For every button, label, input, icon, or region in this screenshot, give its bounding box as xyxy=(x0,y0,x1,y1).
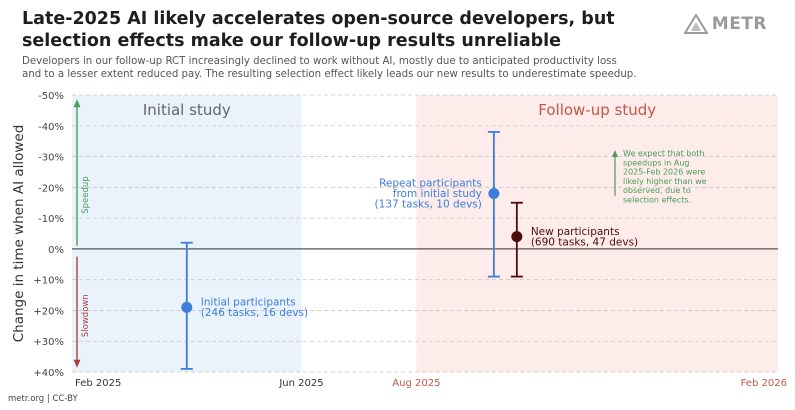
data-label: Initial participants xyxy=(201,297,296,309)
data-point xyxy=(511,231,523,243)
y-tick-label: -10% xyxy=(38,214,64,225)
y-tick-label: +20% xyxy=(33,306,64,317)
annotation-text: We expect that both xyxy=(623,149,704,158)
y-tick-label: +30% xyxy=(33,337,64,348)
metr-logo-text: METR xyxy=(711,14,767,34)
x-tick-label: Jun 2025 xyxy=(278,378,323,389)
annotation-text: likely higher than we xyxy=(623,177,707,186)
slowdown-arrow-head xyxy=(73,359,81,368)
data-label: (246 tasks, 16 devs) xyxy=(201,307,308,319)
annotation-text: selection effects. xyxy=(623,196,691,205)
x-tick-label: Feb 2025 xyxy=(75,378,121,389)
data-label: from initial study xyxy=(393,188,482,200)
footer-source[interactable]: metr.org | CC-BY xyxy=(8,394,78,404)
metr-logo[interactable]: METR xyxy=(683,14,767,34)
annotation-arrow-head xyxy=(612,150,618,157)
x-tick-label: Aug 2025 xyxy=(392,378,440,389)
data-label: (690 tasks, 47 devs) xyxy=(531,236,638,248)
y-tick-label: -30% xyxy=(38,153,64,164)
speedup-label: Speedup xyxy=(81,176,91,213)
data-point xyxy=(181,301,193,313)
y-tick-label: -40% xyxy=(38,122,64,133)
chart-subtitle: Developers in our follow-up RCT increasi… xyxy=(22,56,782,81)
speedup-arrow-head xyxy=(73,99,81,108)
y-tick-label: +10% xyxy=(33,276,64,287)
subtitle-line-2: and to a lesser extent reduced pay. The … xyxy=(22,68,637,80)
x-tick-label: Feb 2026 xyxy=(741,378,787,389)
y-axis-title: Change in time when AI allowed xyxy=(11,125,27,343)
annotation-text: observed, due to xyxy=(623,186,691,195)
data-point xyxy=(488,187,500,199)
y-tick-label: -20% xyxy=(38,183,64,194)
annotation-text: 2025-Feb 2026 were xyxy=(623,168,705,177)
region-followup xyxy=(416,95,778,372)
data-label: New participants xyxy=(531,226,620,238)
region-label-initial: Initial study xyxy=(143,101,231,119)
slowdown-label: Slowdown xyxy=(81,294,91,337)
y-tick-label: +40% xyxy=(33,368,64,379)
annotation-text: speedups in Aug xyxy=(623,158,689,167)
title-line-2: selection effects make our follow-up res… xyxy=(22,31,562,51)
metr-logo-icon xyxy=(683,14,708,34)
title-line-1: Late-2025 AI likely accelerates open-sou… xyxy=(22,9,615,29)
region-label-followup: Follow-up study xyxy=(538,101,656,119)
y-tick-label: 0% xyxy=(48,245,64,256)
chart-title: Late-2025 AI likely accelerates open-sou… xyxy=(22,8,682,52)
y-tick-label: -50% xyxy=(38,91,64,102)
data-label: Repeat participants xyxy=(379,177,482,189)
data-label: (137 tasks, 10 devs) xyxy=(375,198,482,210)
subtitle-line-1: Developers in our follow-up RCT increasi… xyxy=(22,56,617,67)
